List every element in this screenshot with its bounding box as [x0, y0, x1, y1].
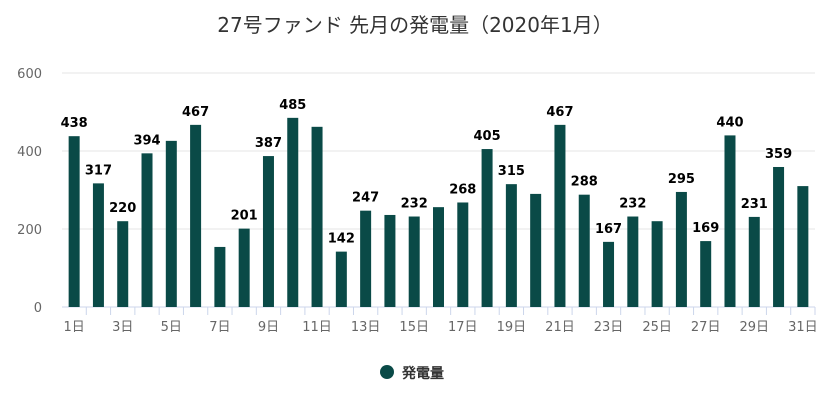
bar[interactable] — [141, 153, 153, 307]
x-tick-label: 19日 — [497, 320, 527, 335]
bar[interactable] — [651, 221, 663, 307]
data-label: 142 — [328, 232, 355, 247]
data-label: 288 — [571, 175, 598, 190]
bar[interactable] — [190, 124, 202, 308]
bar[interactable] — [748, 216, 760, 307]
bar[interactable] — [530, 193, 542, 307]
x-tick-label: 15日 — [399, 320, 429, 335]
bar[interactable] — [773, 166, 785, 307]
data-label: 467 — [546, 105, 573, 120]
data-label: 295 — [668, 172, 695, 187]
x-tick-label: 13日 — [351, 320, 381, 335]
y-tick-label: 600 — [17, 67, 42, 82]
x-tick-label: 21日 — [545, 320, 575, 335]
bar[interactable] — [287, 117, 299, 307]
data-label: 317 — [85, 163, 112, 178]
data-label: 394 — [133, 133, 160, 148]
data-label: 169 — [692, 221, 719, 236]
legend[interactable]: 発電量 — [380, 365, 444, 382]
bar[interactable] — [165, 140, 177, 307]
x-tick-label: 9日 — [258, 320, 279, 335]
bar[interactable] — [68, 136, 80, 307]
x-tick-label: 25日 — [642, 320, 672, 335]
bar[interactable] — [578, 194, 590, 307]
data-label: 232 — [619, 197, 646, 212]
data-label: 232 — [401, 197, 428, 212]
data-label: 268 — [449, 182, 476, 197]
x-tick-label: 3日 — [112, 320, 133, 335]
bar[interactable] — [457, 202, 469, 307]
bar[interactable] — [481, 149, 493, 307]
bar[interactable] — [505, 184, 517, 307]
bar[interactable] — [311, 126, 323, 307]
legend-label[interactable]: 発電量 — [401, 365, 444, 382]
bar[interactable] — [92, 183, 104, 307]
data-label: 438 — [61, 116, 88, 131]
bar[interactable] — [700, 241, 712, 307]
x-tick-label: 31日 — [788, 320, 818, 335]
data-label: 387 — [255, 136, 282, 151]
bar[interactable] — [117, 221, 129, 307]
bar[interactable] — [262, 156, 274, 307]
y-tick-label: 400 — [17, 145, 42, 160]
bar[interactable] — [554, 124, 566, 308]
y-tick-label: 200 — [17, 223, 42, 238]
data-label: 201 — [231, 209, 258, 224]
data-label: 405 — [474, 129, 501, 144]
data-label: 467 — [182, 105, 209, 120]
bar[interactable] — [627, 216, 639, 307]
data-label: 247 — [352, 191, 379, 206]
bar[interactable] — [214, 246, 226, 307]
data-label: 220 — [109, 201, 136, 216]
data-label: 440 — [716, 115, 743, 130]
data-label: 485 — [279, 98, 306, 113]
data-label: 359 — [765, 147, 792, 162]
bar[interactable] — [724, 135, 736, 307]
x-tick-label: 23日 — [594, 320, 624, 335]
x-tick-label: 29日 — [740, 320, 770, 335]
data-label: 167 — [595, 222, 622, 237]
data-label: 315 — [498, 164, 525, 179]
bar[interactable] — [408, 216, 420, 307]
data-label: 231 — [741, 197, 768, 212]
x-tick-label: 11日 — [302, 320, 332, 335]
bar[interactable] — [675, 191, 687, 307]
bar[interactable] — [603, 241, 615, 307]
bar[interactable] — [433, 207, 444, 307]
legend-marker — [380, 365, 394, 379]
x-tick-label: 7日 — [209, 320, 230, 335]
bar[interactable] — [384, 214, 396, 307]
x-tick-label: 27日 — [691, 320, 721, 335]
bar[interactable] — [335, 251, 347, 307]
bar[interactable] — [360, 210, 372, 307]
x-tick-label: 17日 — [448, 320, 478, 335]
x-tick-label: 5日 — [161, 320, 182, 335]
chart-title: 27号ファンド 先月の発電量（2020年1月） — [217, 13, 612, 37]
y-tick-label: 0 — [34, 301, 42, 316]
bar[interactable] — [238, 228, 250, 307]
x-tick-label: 1日 — [64, 320, 85, 335]
bar[interactable] — [797, 186, 809, 307]
